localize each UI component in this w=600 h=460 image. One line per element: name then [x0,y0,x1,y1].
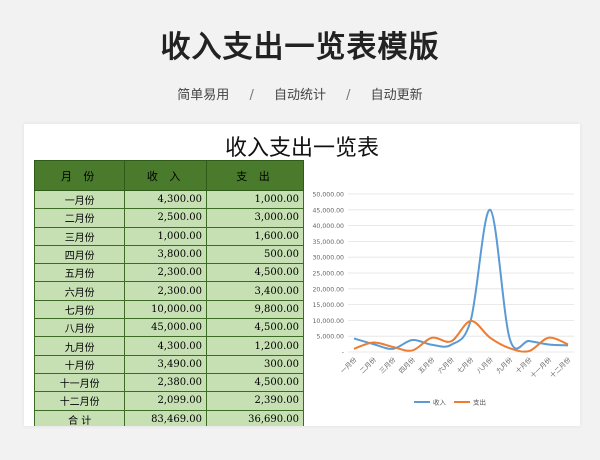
table-row: 四月份 3,800.00 500.00 [33,244,305,265]
y-tick-label: 20,000.00 [313,286,345,293]
expense-cell[interactable]: 4,500.00 [205,318,305,338]
tag-auto-update: 自动更新 [370,88,423,103]
table-row: 十二月份 2,099.00 2,390.00 [33,391,305,411]
expense-cell[interactable]: 2,390.00 [205,391,305,411]
total-label[interactable]: 合 计 [33,409,126,426]
income-cell[interactable]: 3,490.00 [124,354,207,374]
expense-cell[interactable]: 4,500.00 [205,263,305,283]
tag-easy: 简单易用 [177,88,230,103]
month-cell[interactable]: 四月份 [33,244,126,265]
y-tick-label: 25,000.00 [313,271,345,278]
total-income[interactable]: 83,469.00 [124,409,207,426]
month-cell[interactable]: 十二月份 [33,391,126,411]
income-cell[interactable]: 2,300.00 [124,263,207,283]
total-row: 合 计 83,469.00 36,690.00 [33,409,305,426]
expense-cell[interactable]: 500.00 [205,244,305,265]
income-cell[interactable]: 10,000.00 [124,299,207,320]
table-row: 七月份 10,000.00 9,800.00 [33,299,305,320]
expense-cell[interactable]: 1,000.00 [205,189,305,210]
table-row: 八月份 45,000.00 4,500.00 [33,318,305,338]
income-cell[interactable]: 45,000.00 [124,318,207,338]
tag-separator: / [346,88,351,103]
month-cell[interactable]: 二月份 [33,208,126,228]
expense-cell[interactable]: 4,500.00 [205,372,305,393]
x-tick-label: 一月份 [338,355,359,376]
table-row: 十一月份 2,380.00 4,500.00 [33,372,305,393]
chart-svg: - 5,000.00 10,000.00 15,000.00 20,000.00 25,0… [313,192,574,407]
y-tick-label: 15,000.00 [313,302,345,309]
expense-cell[interactable]: 1,200.00 [205,336,305,356]
sheet-title: 收入支出一览表 [224,136,379,161]
expense-cell[interactable]: 3,000.00 [205,208,305,228]
table-row: 六月份 2,300.00 3,400.00 [33,281,305,301]
month-cell[interactable]: 九月份 [33,336,126,356]
table-row: 二月份 2,500.00 3,000.00 [33,208,305,228]
y-tick-label: 5,000.00 [316,334,344,341]
x-tick-label: 十二月份 [548,355,573,380]
x-tick-label: 二月份 [358,355,379,376]
x-tick-label: 四月份 [397,355,418,376]
income-cell[interactable]: 4,300.00 [124,189,207,210]
x-tick-label: 六月份 [436,355,457,376]
income-cell[interactable]: 2,380.00 [124,372,207,393]
y-tick-label: 10,000.00 [313,318,345,325]
y-tick-label: 40,000.00 [313,223,345,230]
feature-tags: 简单易用 / 自动统计 / 自动更新 [0,84,600,103]
total-expense[interactable]: 36,690.00 [205,409,305,426]
income-cell[interactable]: 2,300.00 [124,281,207,301]
expense-cell[interactable]: 3,400.00 [205,281,305,301]
x-tick-label: 九月份 [494,355,515,376]
x-tick-label: 三月份 [377,355,398,376]
table-header-row: 月 份 收 入 支 出 [33,160,305,191]
income-cell[interactable]: 1,000.00 [124,226,207,246]
table-row: 五月份 2,300.00 4,500.00 [33,263,305,283]
month-cell[interactable]: 十一月份 [33,372,126,393]
x-tick-label: 八月份 [474,355,495,376]
table-row: 三月份 1,000.00 1,600.00 [33,226,305,246]
income-series-line [353,208,569,350]
month-cell[interactable]: 五月份 [33,263,126,283]
x-tick-label: 七月份 [455,355,476,376]
table-row: 十月份 3,490.00 300.00 [33,354,305,374]
y-tick-label: 30,000.00 [313,255,345,262]
legend-label: 支出 [473,398,486,407]
expense-series-line [353,320,569,353]
y-tick-label: - [342,350,344,357]
month-cell[interactable]: 十月份 [33,354,126,374]
month-cell[interactable]: 六月份 [33,281,126,301]
income-cell[interactable]: 2,099.00 [124,391,207,411]
header-income[interactable]: 收 入 [124,160,207,191]
table-row: 一月份 4,300.00 1,000.00 [33,189,305,210]
line-chart: - 5,000.00 10,000.00 15,000.00 20,000.00 25,0… [304,184,580,414]
header-month[interactable]: 月 份 [33,160,126,191]
income-cell[interactable]: 3,800.00 [124,244,207,265]
income-expense-table: 月 份 收 入 支 出 一月份 4,300.00 1,000.00 二月份 2,500.… [33,160,305,426]
legend-label: 收入 [433,398,447,407]
header-expense[interactable]: 支 出 [205,160,305,191]
income-cell[interactable]: 4,300.00 [124,336,207,356]
month-cell[interactable]: 一月份 [33,189,126,210]
expense-cell[interactable]: 300.00 [205,354,305,374]
month-cell[interactable]: 七月份 [33,299,126,320]
month-cell[interactable]: 三月份 [33,226,126,246]
tag-separator: / [249,88,254,103]
y-tick-label: 50,000.00 [313,192,345,199]
tag-auto-stat: 自动统计 [273,88,326,103]
income-cell[interactable]: 2,500.00 [124,208,207,228]
y-tick-label: 45,000.00 [313,207,345,214]
table-row: 九月份 4,300.00 1,200.00 [33,336,305,356]
page-title: 收入支出一览表模版 [160,30,440,65]
y-tick-label: 35,000.00 [313,239,345,246]
expense-cell[interactable]: 1,600.00 [205,226,305,246]
x-tick-label: 五月份 [416,355,437,376]
spreadsheet-preview: 收入支出一览表 月 份 收 入 支 出 一月份 4,300.00 1,000.00 二… [24,124,580,426]
expense-cell[interactable]: 9,800.00 [205,299,305,320]
month-cell[interactable]: 八月份 [33,318,126,338]
